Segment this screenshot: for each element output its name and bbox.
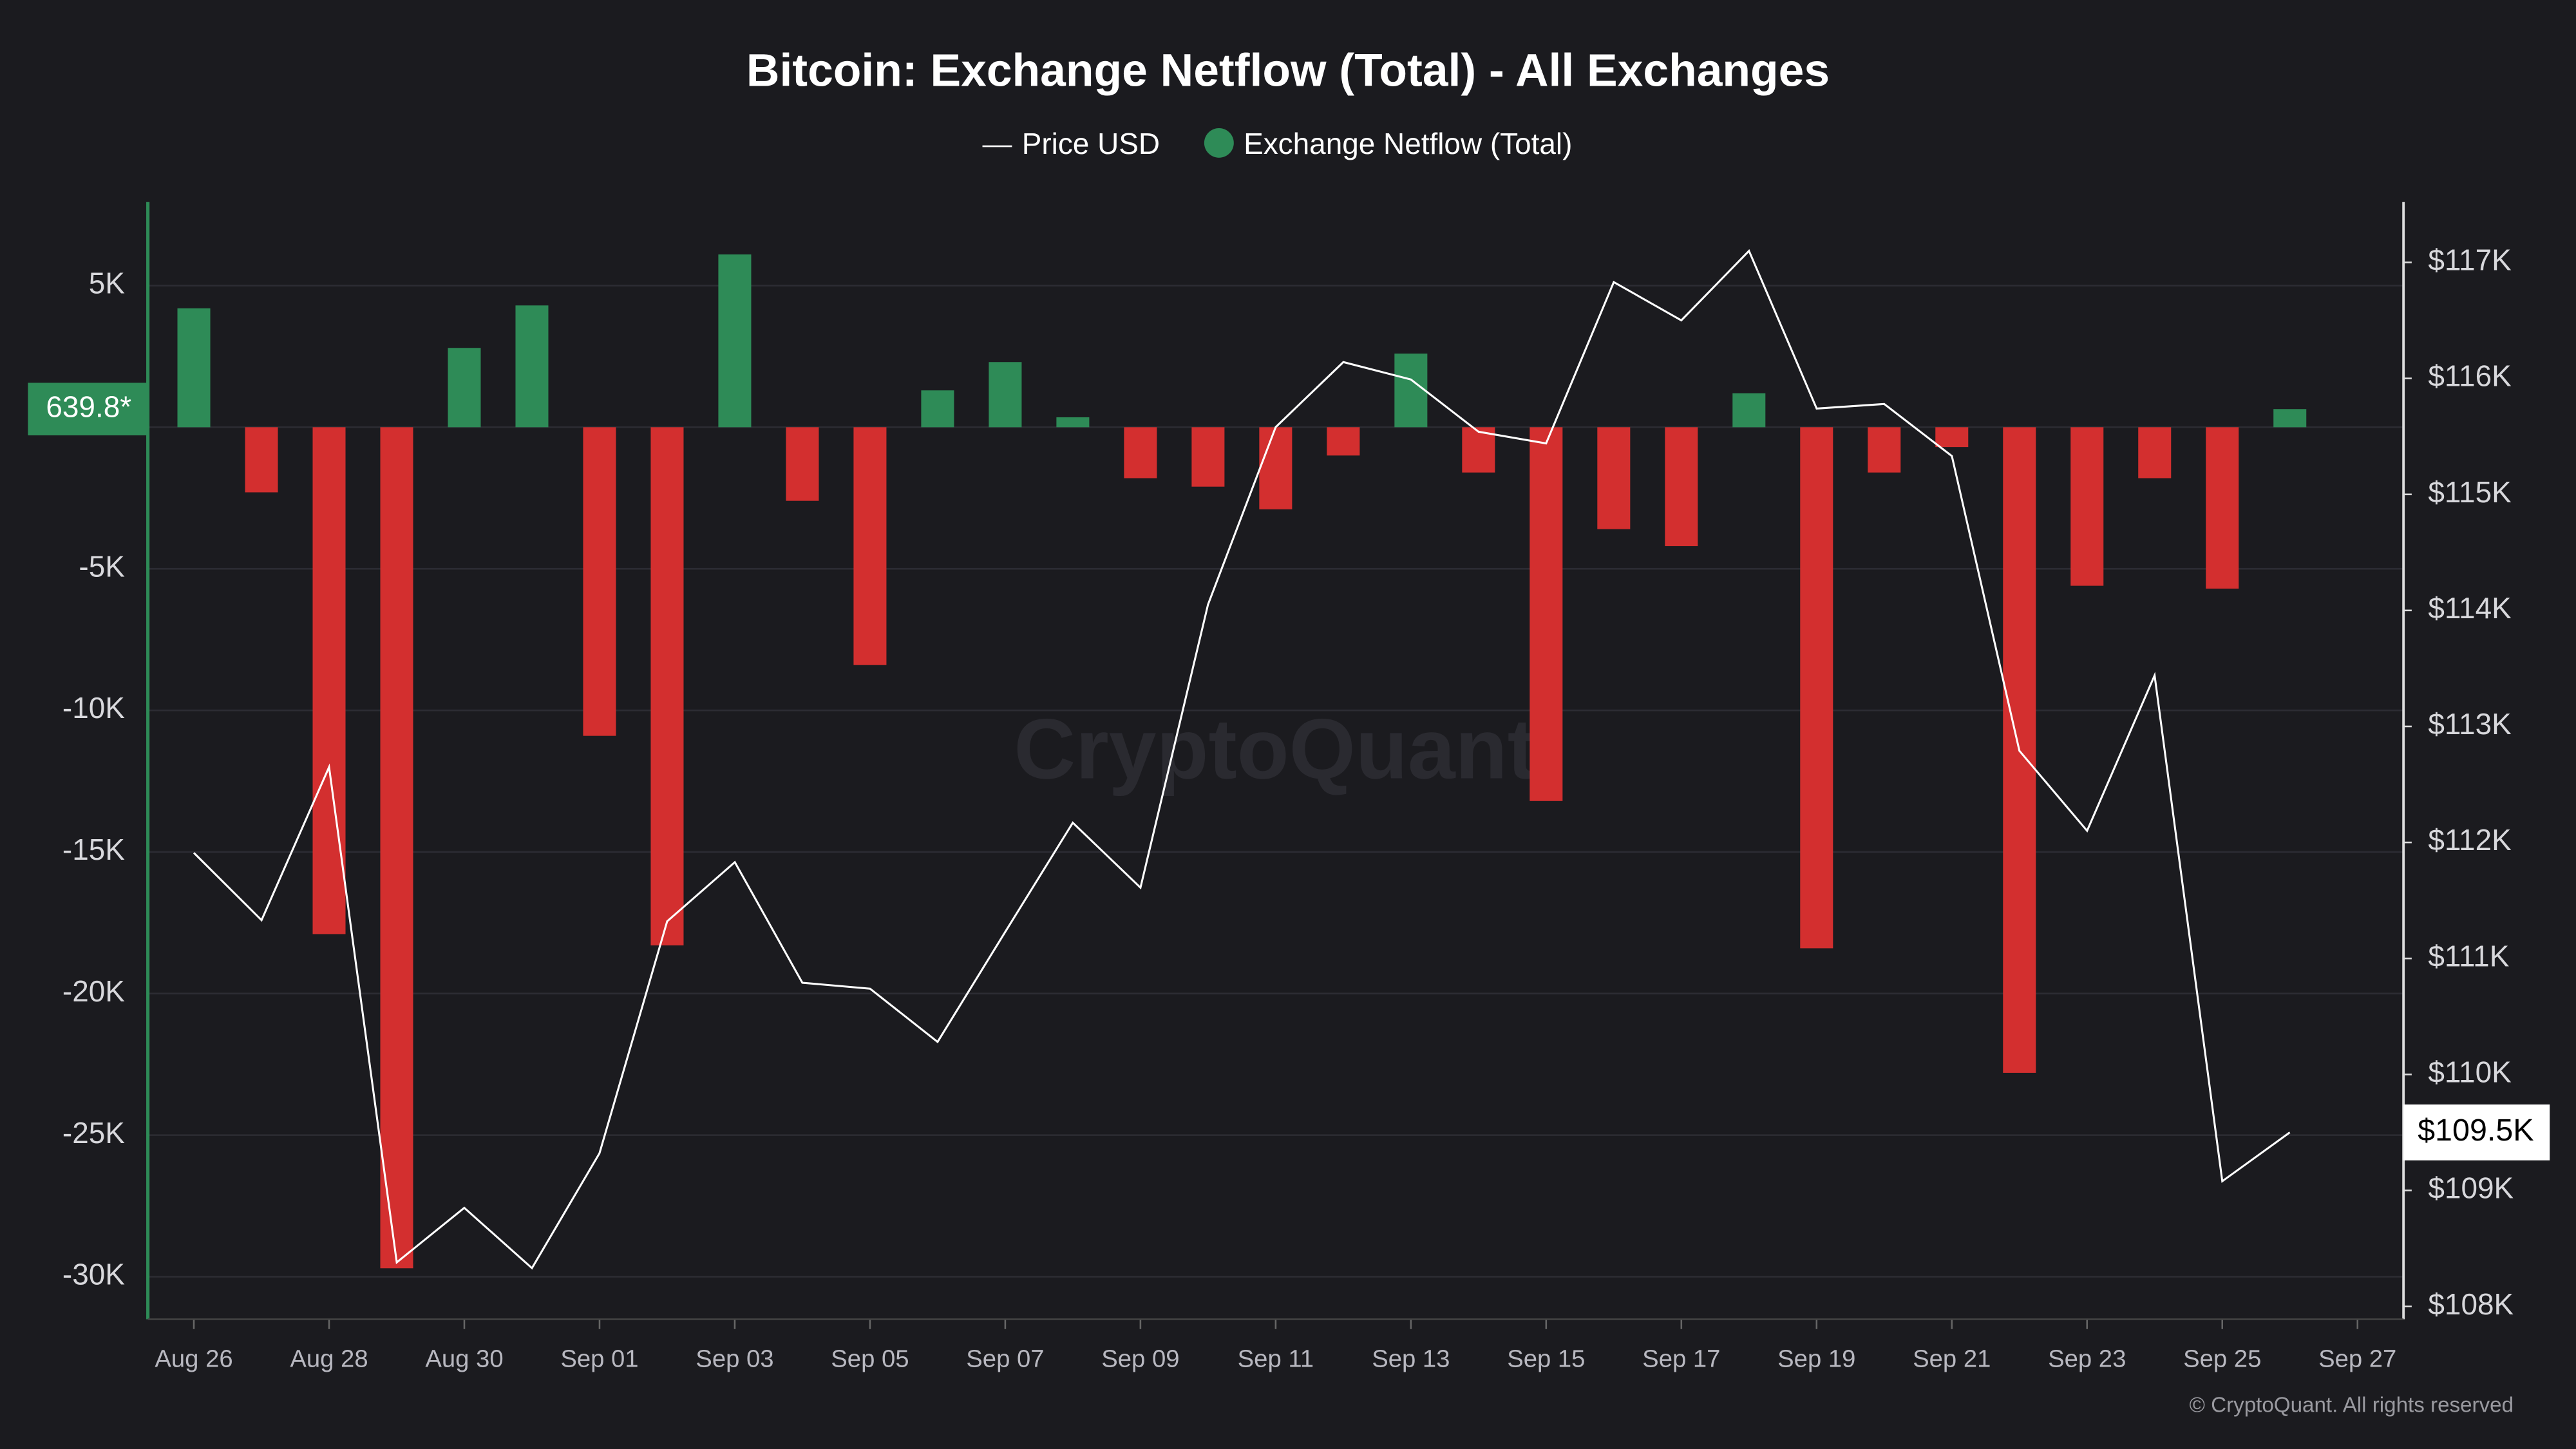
bar <box>1259 427 1293 509</box>
bar <box>1665 427 1698 547</box>
x-tick-label: Sep 11 <box>1238 1345 1314 1372</box>
x-tick-label: Sep 09 <box>1101 1345 1179 1372</box>
current-value-flag <box>28 383 148 436</box>
x-tick-label: Aug 28 <box>290 1345 368 1372</box>
y2-tick-label: $108K <box>2428 1287 2514 1321</box>
legend-label: Price USD <box>1022 127 1160 160</box>
bar <box>650 427 684 946</box>
y2-tick-label: $115K <box>2428 475 2512 509</box>
bar <box>245 427 278 493</box>
bar <box>448 348 481 428</box>
bar <box>1394 354 1428 428</box>
x-tick-label: Sep 25 <box>2183 1345 2261 1372</box>
current-value-label: 639.8* <box>46 390 131 423</box>
bar <box>1935 427 1969 448</box>
x-tick-label: Sep 07 <box>966 1345 1044 1372</box>
bar <box>1597 427 1631 529</box>
y-tick-label: -30K <box>62 1258 125 1291</box>
chart-title: Bitcoin: Exchange Netflow (Total) - All … <box>746 45 1830 97</box>
bar <box>583 427 616 736</box>
y2-tick-label: $117K <box>2428 243 2512 277</box>
y2-tick-label: $111K <box>2428 939 2509 972</box>
bar <box>2273 409 2307 428</box>
bar <box>989 362 1022 428</box>
bar <box>1800 427 1833 949</box>
current-price-flag <box>2403 1104 2550 1160</box>
price-line <box>193 249 2291 1270</box>
y-tick-label: -5K <box>79 549 125 583</box>
y-tick-label: -15K <box>62 833 125 866</box>
bar <box>2070 427 2104 586</box>
x-tick-label: Sep 21 <box>1913 1345 1991 1372</box>
bar <box>1124 427 1157 478</box>
x-tick-label: Sep 19 <box>1777 1345 1855 1372</box>
y2-tick-label: $112K <box>2428 823 2512 857</box>
y2-tick-label: $113K <box>2428 707 2512 741</box>
bar <box>1327 427 1360 456</box>
bar <box>718 254 752 428</box>
y2-tick-label: $109K <box>2428 1171 2514 1205</box>
bar <box>177 308 211 428</box>
copyright: © CryptoQuant. All rights reserved <box>2189 1393 2514 1417</box>
x-tick-label: Aug 30 <box>425 1345 503 1372</box>
x-tick-label: Sep 03 <box>696 1345 773 1372</box>
y2-tick-label: $110K <box>2428 1056 2512 1089</box>
bar <box>1530 427 1563 801</box>
y-tick-label: 5K <box>89 267 126 300</box>
bar <box>2206 427 2239 589</box>
x-tick-label: Aug 26 <box>155 1345 232 1372</box>
x-tick-label: Sep 27 <box>2318 1345 2396 1372</box>
legend-dot <box>1204 128 1234 158</box>
legend-label: Exchange Netflow (Total) <box>1244 127 1572 160</box>
y-tick-label: -10K <box>62 691 125 724</box>
y2-tick-label: $114K <box>2428 591 2512 625</box>
bar <box>786 427 819 501</box>
y-tick-label: -20K <box>62 974 125 1008</box>
y-tick-label: -25K <box>62 1116 125 1150</box>
x-tick-label: Sep 15 <box>1507 1345 1585 1372</box>
x-tick-label: Sep 17 <box>1642 1345 1720 1372</box>
bar <box>1462 427 1495 473</box>
bar <box>380 427 413 1269</box>
bar <box>1868 427 1901 473</box>
x-tick-label: Sep 05 <box>831 1345 909 1372</box>
bar <box>1191 427 1225 487</box>
x-tick-label: Sep 23 <box>2048 1345 2126 1372</box>
bar <box>921 390 954 428</box>
bar <box>1732 393 1766 428</box>
watermark: CryptoQuant <box>1014 702 1536 797</box>
x-tick-label: Sep 01 <box>560 1345 638 1372</box>
bar <box>853 427 887 665</box>
x-tick-label: Sep 13 <box>1372 1345 1450 1372</box>
y2-tick-label: $116K <box>2428 359 2512 393</box>
bar <box>2138 427 2172 478</box>
current-price-label: $109.5K <box>2418 1113 2534 1148</box>
bar <box>1056 417 1090 428</box>
bar <box>515 305 549 428</box>
